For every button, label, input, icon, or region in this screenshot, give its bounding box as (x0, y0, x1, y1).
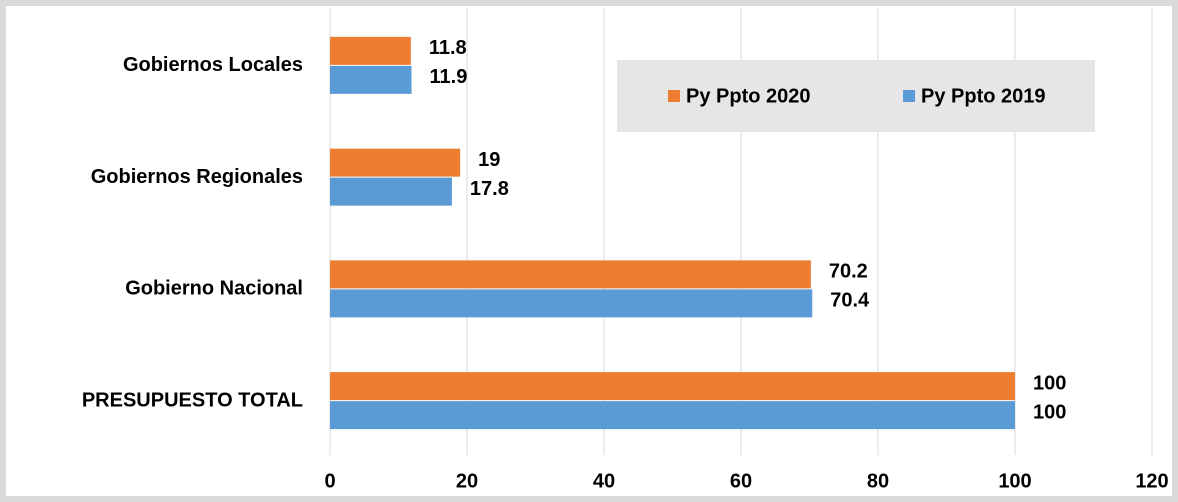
data-label: 100 (1033, 372, 1066, 394)
bar (330, 36, 411, 65)
x-tick-label: 120 (1135, 470, 1168, 492)
data-label: 17.8 (470, 178, 509, 200)
data-label: 70.4 (830, 290, 870, 312)
x-tick-label: 100 (998, 470, 1031, 492)
x-tick-label: 20 (456, 470, 478, 492)
legend-box (617, 60, 1095, 132)
legend-swatch (903, 90, 915, 102)
legend-label: Py Ppto 2020 (686, 85, 811, 107)
y-tick-label: PRESUPUESTO TOTAL (82, 389, 303, 411)
bar (330, 372, 1015, 401)
bar (330, 401, 1015, 430)
data-label: 19 (478, 149, 500, 171)
x-tick-label: 0 (324, 470, 335, 492)
y-tick-label: Gobierno Nacional (125, 278, 303, 300)
data-label: 11.8 (429, 37, 467, 59)
bar (330, 148, 461, 177)
y-tick-label: Gobiernos Regionales (91, 166, 303, 188)
bar (330, 177, 452, 206)
legend-label: Py Ppto 2019 (921, 85, 1046, 107)
data-label: 11.9 (430, 66, 468, 88)
legend-swatch (668, 90, 680, 102)
data-label: 70.2 (829, 261, 868, 283)
bar (330, 289, 813, 318)
bar (330, 65, 412, 94)
y-tick-label: Gobiernos Locales (123, 54, 303, 76)
data-label: 100 (1033, 401, 1066, 423)
bar (330, 260, 811, 289)
x-tick-label: 60 (730, 470, 752, 492)
x-tick-label: 80 (867, 470, 889, 492)
x-tick-label: 40 (593, 470, 615, 492)
